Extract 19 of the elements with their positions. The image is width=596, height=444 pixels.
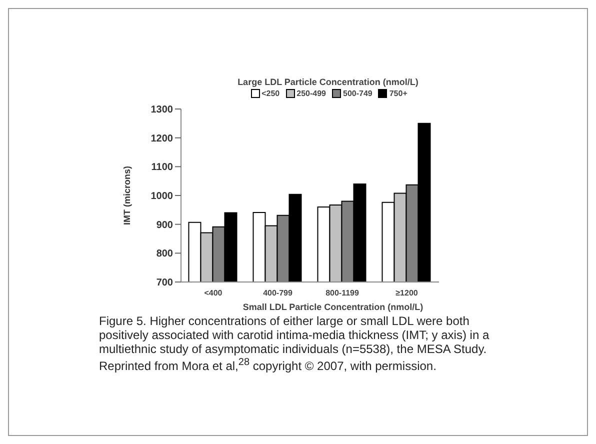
legend-label: <250	[262, 89, 280, 98]
x-tick-label: 400-799	[263, 288, 293, 298]
y-tick-label: 1200	[150, 133, 174, 144]
y-tick-label: 1000	[150, 191, 174, 202]
legend-label: 750+	[389, 89, 408, 98]
caption: Figure 5. Higher concentrations of either large or small LDL were both positively associated with carotid intima-media thickness (IMT; y axis) in a multiethnic study of asymptomatic individuals (n=5538), the MESA Study. Reprinted from Mora et al,$^{28}$ copyright © 2007, with permission.	[99, 314, 490, 373]
y-axis-title: IMT (microns)	[122, 166, 132, 226]
legend-label: 500-749	[343, 89, 372, 98]
x-axis-title: Small LDL Particle Concentration (nmol/L)	[242, 302, 424, 312]
y-tick-label: 900	[156, 220, 174, 231]
y-tick-label: 1100	[151, 162, 174, 174]
x-tick-label: ≥1200	[396, 288, 418, 298]
y-tick-label: 800	[156, 248, 174, 260]
legend-title: Large LDL Particle Concentration (nmol/L)	[236, 77, 420, 87]
legend-label: 250-499	[296, 89, 326, 98]
y-tick-label: 1300	[150, 104, 174, 116]
y-tick-label: 700	[156, 278, 174, 289]
x-tick-label: <400	[204, 288, 223, 298]
x-tick-label: 800-1199	[326, 288, 360, 298]
